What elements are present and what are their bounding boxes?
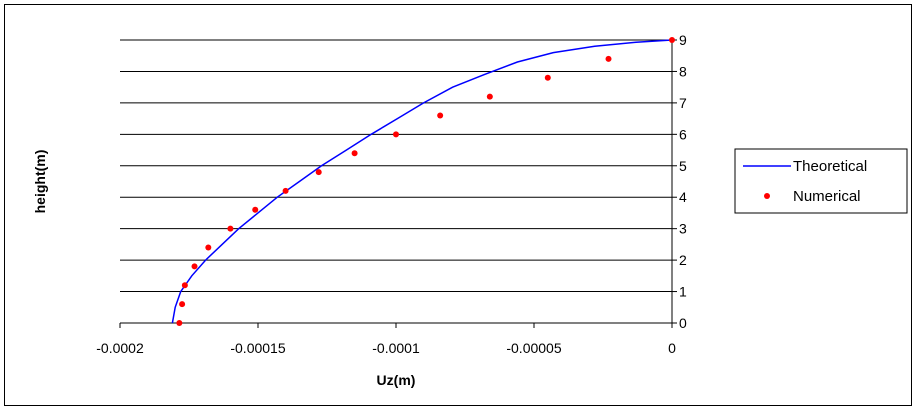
- y-tick-label: 3: [679, 221, 687, 237]
- y-tick-label: 4: [679, 189, 687, 205]
- y-tick-label: 1: [679, 284, 687, 300]
- series-numerical-point: [252, 206, 259, 213]
- series-numerical-point: [437, 112, 444, 119]
- series-numerical-point: [669, 37, 675, 43]
- chart-area: -0.0002 -0.00015 -0.0001 -0.00005 0 0 1 2 3 4 5 6 7…: [4, 4, 912, 406]
- x-tick-label: 0: [668, 340, 676, 356]
- legend-numerical-label: Numerical: [793, 188, 861, 205]
- y-tick-label: 8: [679, 63, 687, 79]
- x-tick-label: -0.00015: [230, 340, 285, 356]
- series-theoretical-line: [171, 39, 673, 324]
- series-layer: [171, 37, 675, 326]
- y-tick-label: 7: [679, 95, 687, 111]
- legend-theoretical-label: Theoretical: [793, 158, 867, 175]
- chart-svg: -0.0002 -0.00015 -0.0001 -0.00005 0 0 1 2 3 4 5 6 7…: [32, 32, 908, 388]
- legend: Theoretical Numerical: [734, 148, 908, 214]
- x-axis-ticks: -0.0002 -0.00015 -0.0001 -0.00005 0: [96, 323, 676, 356]
- series-numerical-point: [544, 74, 551, 81]
- series-numerical-point: [351, 150, 358, 157]
- series-numerical-point: [393, 131, 399, 138]
- legend-numerical-swatch: [764, 193, 770, 199]
- y-tick-label: 9: [679, 32, 687, 48]
- series-numerical-point: [605, 55, 612, 62]
- series-numerical-point: [282, 187, 289, 194]
- y-tick-label: 5: [679, 158, 687, 174]
- series-numerical-point: [227, 225, 234, 232]
- y-axis-ticks: 0 1 2 3 4 5 6 7 8 9: [672, 32, 687, 331]
- y-tick-label: 6: [679, 126, 687, 142]
- legend-box: [734, 148, 908, 214]
- x-tick-label: -0.0002: [96, 340, 144, 356]
- series-numerical-point: [181, 282, 188, 289]
- series-numerical-point: [179, 301, 186, 308]
- series-numerical-point: [315, 169, 322, 176]
- series-numerical-point: [191, 263, 198, 270]
- series-numerical-point: [486, 93, 493, 100]
- x-tick-label: -0.0001: [372, 340, 420, 356]
- x-tick-label: -0.00005: [506, 340, 561, 356]
- y-tick-label: 0: [679, 315, 687, 331]
- series-numerical-point: [205, 244, 212, 251]
- x-axis-title: Uz(m): [377, 372, 416, 388]
- y-axis-title: height(m): [32, 150, 48, 214]
- gridlines: [120, 39, 673, 324]
- y-tick-label: 2: [679, 252, 687, 268]
- series-numerical-point: [176, 320, 183, 326]
